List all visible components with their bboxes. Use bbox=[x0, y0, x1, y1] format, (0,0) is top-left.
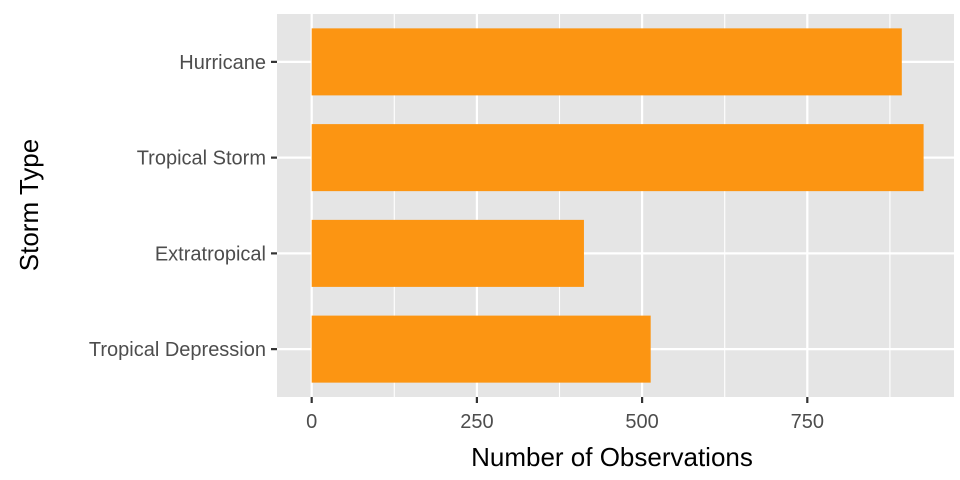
x-tick-label: 750 bbox=[791, 411, 824, 433]
y-axis-title: Storm Type bbox=[14, 139, 44, 271]
x-tick-label: 500 bbox=[625, 411, 658, 433]
x-axis-title: Number of Observations bbox=[471, 442, 753, 472]
y-tick-label: Extratropical bbox=[155, 243, 266, 265]
y-tick-label: Tropical Depression bbox=[89, 339, 266, 361]
y-axis: Hurricane Tropical Storm Extratropical Trop… bbox=[89, 52, 277, 361]
y-tick-label: Hurricane bbox=[179, 52, 266, 74]
x-tick-label: 250 bbox=[460, 411, 493, 433]
x-axis: 0 250 500 750 bbox=[306, 397, 824, 433]
y-tick-label: Tropical Storm bbox=[137, 148, 266, 170]
bar bbox=[311, 28, 902, 96]
bar bbox=[311, 315, 651, 383]
bar bbox=[311, 124, 924, 192]
bar-layer bbox=[311, 28, 924, 383]
x-tick-label: 0 bbox=[306, 411, 317, 433]
bar bbox=[311, 219, 584, 287]
